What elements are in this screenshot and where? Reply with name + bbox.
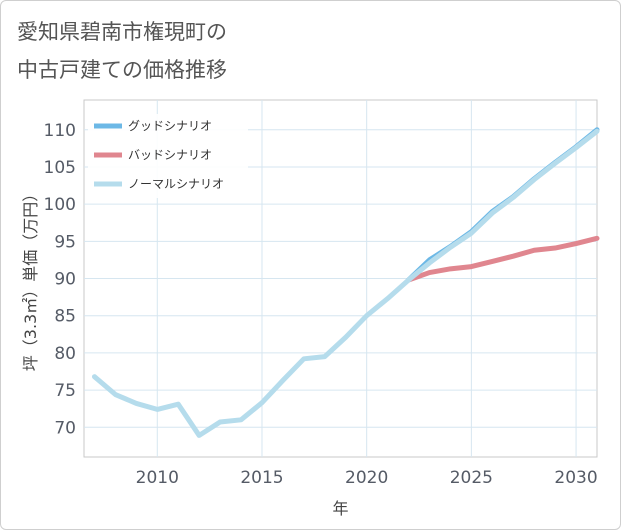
y-tick-label: 75 <box>54 381 76 401</box>
legend-label-bad: バッドシナリオ <box>128 148 212 162</box>
legend-label-normal: ノーマルシナリオ <box>128 177 224 191</box>
y-tick-label: 110 <box>44 121 76 141</box>
x-axis-label: 年 <box>332 499 348 518</box>
x-tick-label: 2025 <box>450 468 493 488</box>
y-axis-ticks: 70 75 80 85 90 95 100 105 110 <box>44 121 76 439</box>
y-tick-label: 70 <box>54 418 76 438</box>
legend-label-good: グッドシナリオ <box>128 119 212 133</box>
chart-title-line2: 中古戸建ての価格推移 <box>17 58 227 82</box>
y-tick-label: 105 <box>44 158 76 178</box>
y-tick-label: 95 <box>54 232 76 252</box>
x-tick-label: 2020 <box>345 468 388 488</box>
grid-lines <box>84 100 597 457</box>
x-axis-ticks: 2010 2015 2020 2025 2030 <box>136 468 598 488</box>
y-axis-label: 坪（3.3㎡）単価（万円） <box>21 186 40 371</box>
y-tick-label: 90 <box>54 270 76 290</box>
x-tick-label: 2030 <box>554 468 597 488</box>
series-line-normal <box>91 128 600 438</box>
chart-title: 愛知県碧南市権現町の 中古戸建ての価格推移 <box>17 13 227 89</box>
y-tick-label: 85 <box>54 307 76 327</box>
series-layer <box>91 127 600 438</box>
x-tick-label: 2010 <box>136 468 179 488</box>
chart-title-line1: 愛知県碧南市権現町の <box>17 20 227 44</box>
y-tick-label: 100 <box>44 195 76 215</box>
series-line-bad <box>406 235 600 283</box>
x-tick-label: 2015 <box>240 468 283 488</box>
y-tick-label: 80 <box>54 344 76 364</box>
